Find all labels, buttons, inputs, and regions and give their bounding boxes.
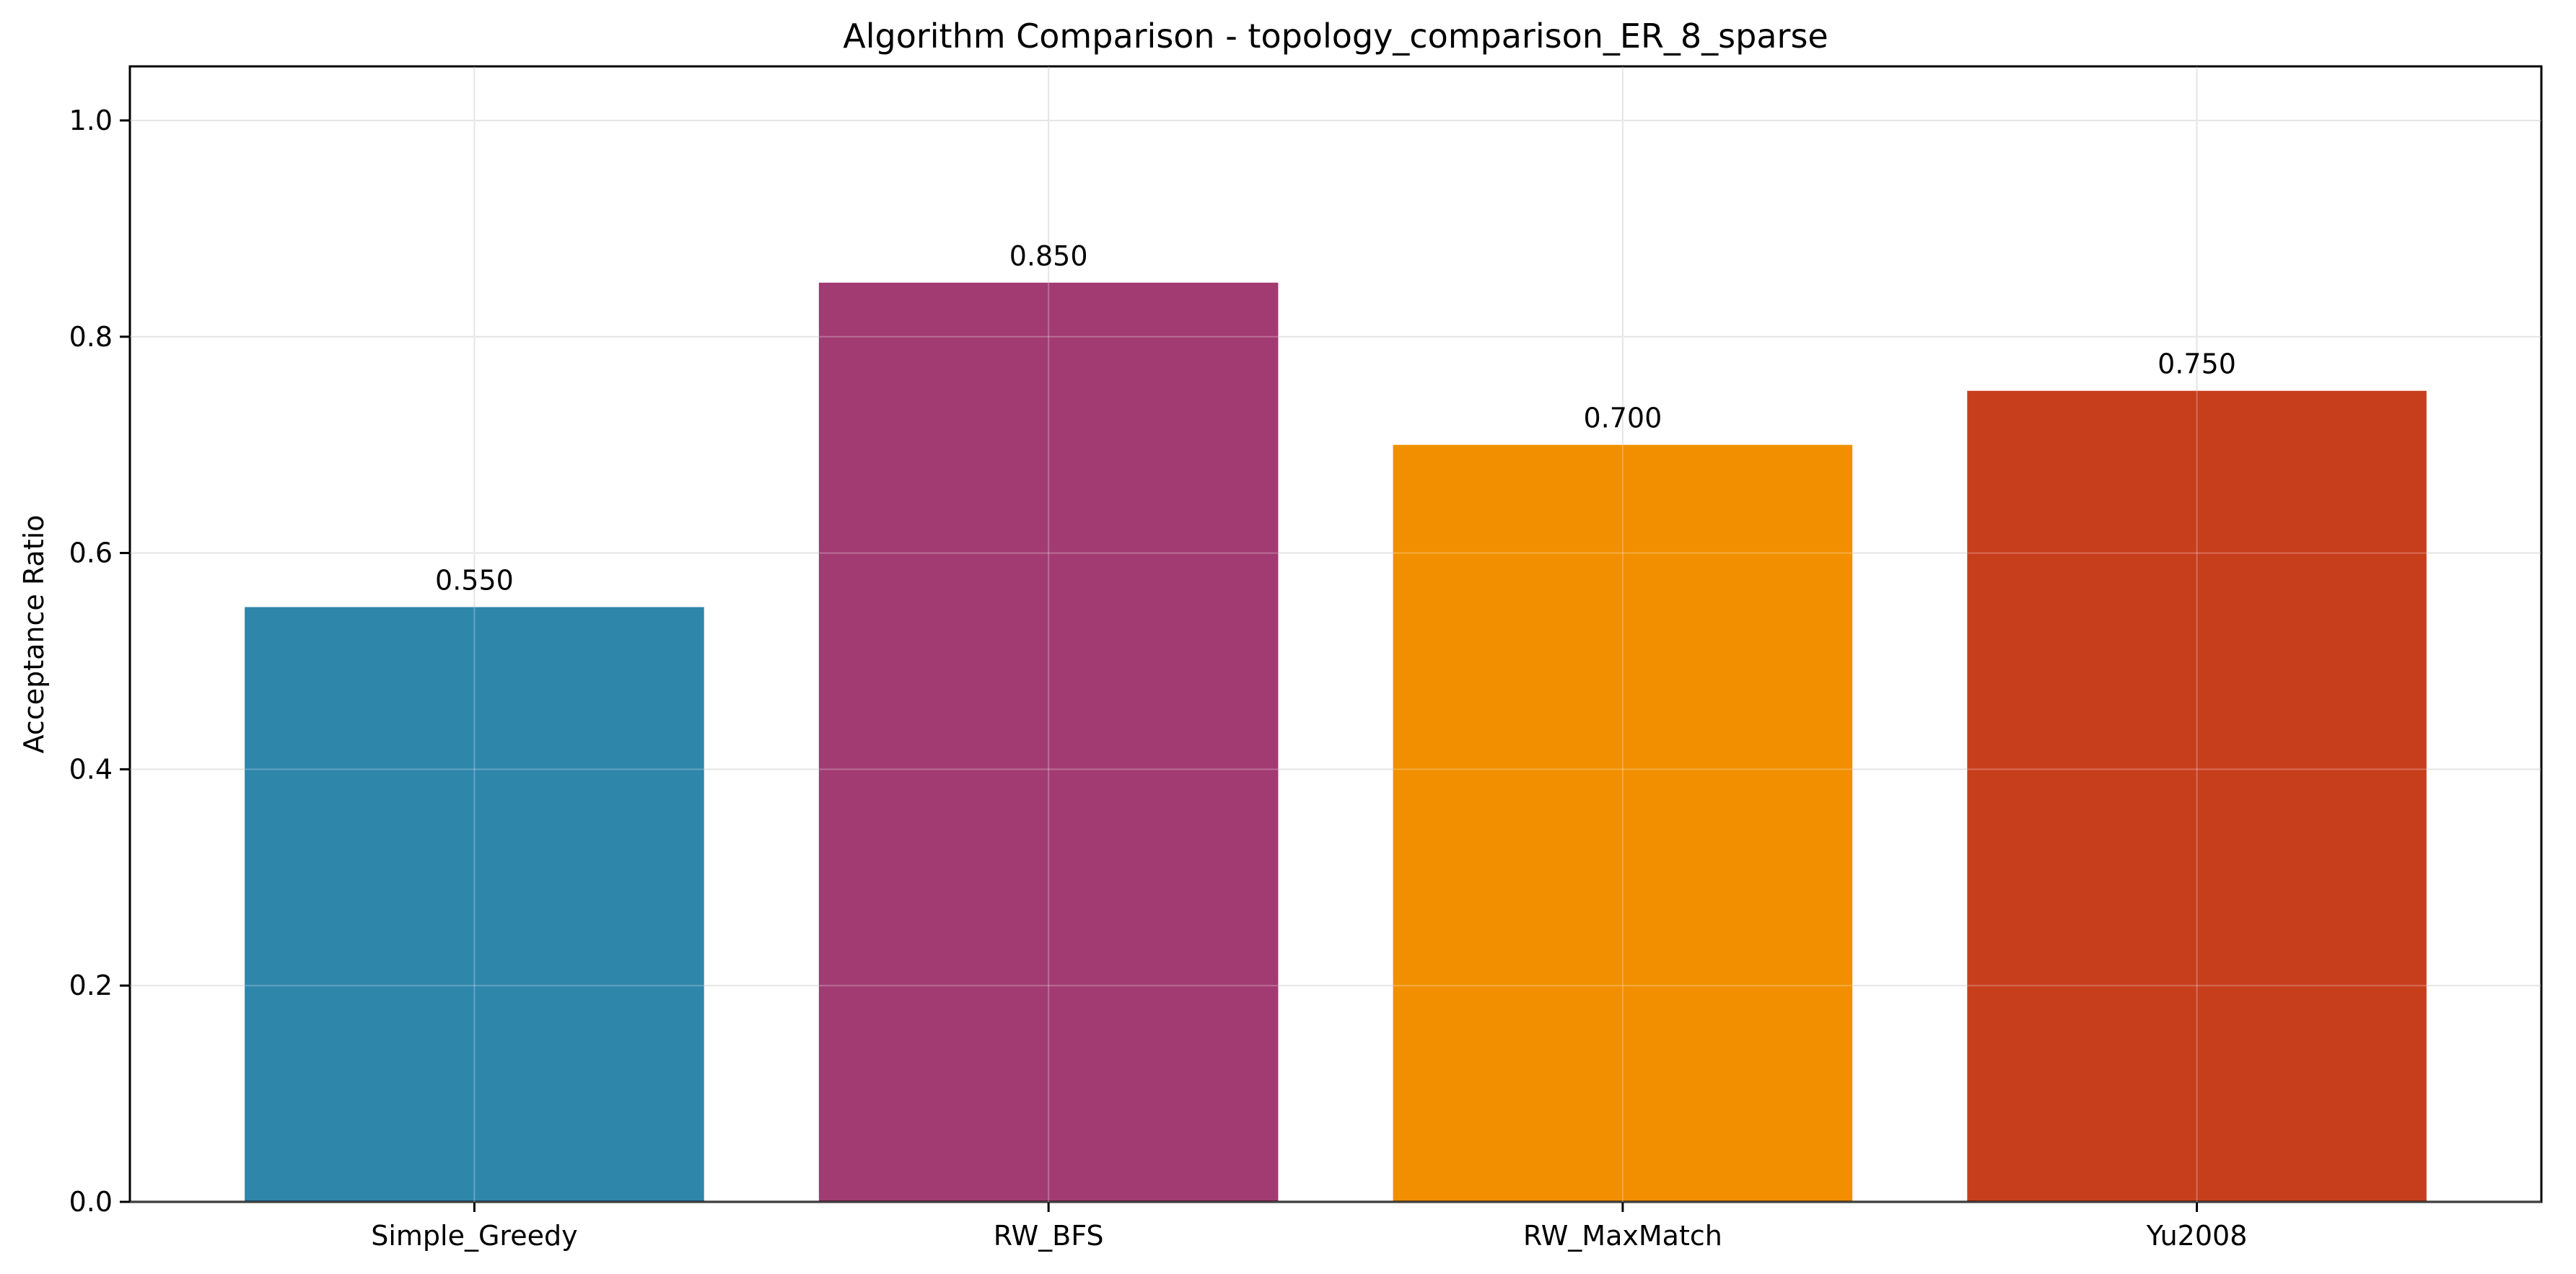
x-tick-label: RW_BFS [994,1220,1104,1252]
y-tick-label: 1.0 [69,105,113,136]
x-tick-label: Simple_Greedy [371,1220,577,1252]
y-tick-label: 0.8 [69,321,113,353]
bar-rw-bfs [818,282,1279,1202]
bar-value-label: 0.850 [1009,240,1088,272]
bar-layer [245,282,2427,1202]
plot-frame [128,65,2543,1203]
bar-value-label: 0.700 [1583,403,1662,434]
label-layer: 0.550 0.850 0.700 0.750 [130,66,2541,1203]
y-tick-label: 0.2 [69,970,113,1001]
bar-simple-greedy [245,607,704,1202]
bar-value-label: 0.750 [2157,348,2236,380]
tick-layer: 0.0 0.2 0.4 0.6 0.8 1.0 Simple_Greedy RW_BFS RW_… [69,105,2248,1252]
bar-value-label: 0.550 [435,565,514,597]
y-axis-title: Acceptance Ratio [18,515,50,754]
chart-title: Algorithm Comparison - topology_comparis… [843,17,1828,56]
y-tick-label: 0.4 [69,753,113,785]
x-tick-label: Yu2008 [2146,1220,2248,1252]
y-tick-label: 0.6 [69,537,113,569]
bar-yu2008 [1967,390,2427,1202]
bar-rw-maxmatch [1393,444,1853,1202]
y-tick-label: 0.0 [69,1186,113,1218]
x-tick-label: RW_MaxMatch [1523,1220,1722,1252]
